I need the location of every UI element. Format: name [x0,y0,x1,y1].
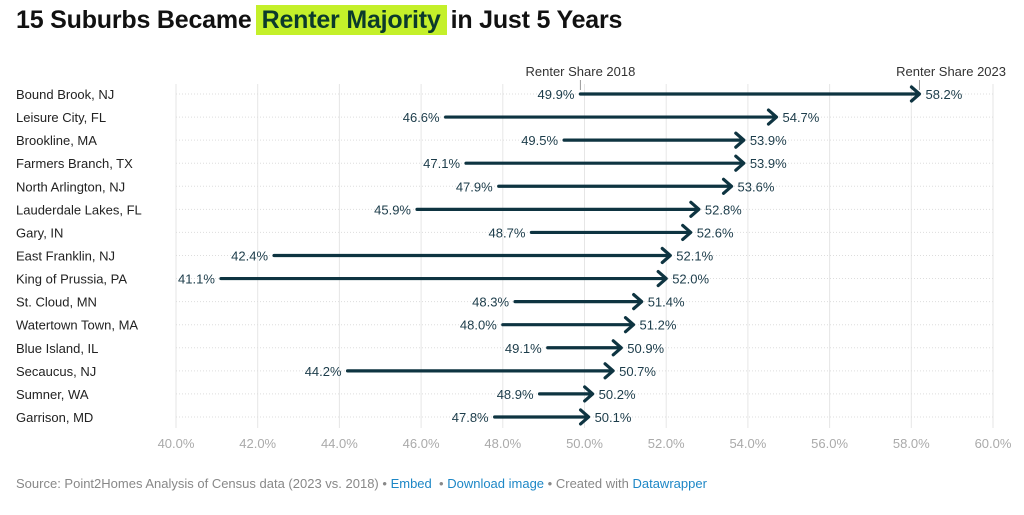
end-value-label: 50.1% [595,410,632,425]
download-image-link[interactable]: Download image [447,476,545,491]
start-value-label: 47.8% [452,410,489,425]
category-label: Brookline, MA [16,133,97,148]
end-value-label: 50.7% [619,364,656,379]
x-tick-label: 42.0% [239,436,276,451]
start-value-label: 46.6% [403,110,440,125]
arrow-head [909,85,922,103]
category-label: Bound Brook, NJ [16,87,114,102]
x-tick-label: 60.0% [975,436,1012,451]
x-tick-label: 50.0% [566,436,603,451]
start-value-label: 48.0% [460,318,497,333]
arrow-chart: 40.0% 42.0% 44.0% 46.0% 48.0% 50.0% 52.0% 54.0%… [16,64,1012,451]
start-value-label: 48.3% [472,295,509,310]
category-label: Gary, IN [16,225,63,240]
separator: • [547,476,553,491]
source-text: Source: Point2Homes Analysis of Census d… [16,476,379,491]
end-value-label: 53.6% [738,179,775,194]
start-value-label: 45.9% [374,202,411,217]
start-value-label: 44.2% [305,364,342,379]
series-label-2018: Renter Share 2018 [525,64,635,79]
end-value-label: 50.2% [599,387,636,402]
separator: • [382,476,387,491]
x-tick-label: 44.0% [321,436,358,451]
arrow-head [721,177,734,195]
title-post: in Just 5 Years [450,6,623,34]
category-label: Lauderdale Lakes, FL [16,202,142,217]
x-tick-label: 48.0% [484,436,521,451]
arrow-head [656,269,668,288]
arrow-head [603,362,615,380]
start-value-label: 49.1% [505,341,542,356]
start-value-label: 42.4% [231,248,268,263]
end-value-label: 52.8% [705,202,742,217]
chart-title: 15 Suburbs Became Renter Majority in Just … [16,5,623,35]
arrow-head [734,154,746,172]
x-tick-label: 54.0% [729,436,766,451]
footer: Source: Point2Homes Analysis of Census d… [16,476,707,491]
start-value-label: 47.9% [456,179,493,194]
start-value-label: 49.5% [521,133,558,148]
category-label: Sumner, WA [16,387,89,402]
category-label: Farmers Branch, TX [16,156,133,171]
arrow-head [611,339,623,357]
category-label: Watertown Town, MA [16,318,138,333]
start-value-label: 47.1% [423,156,460,171]
end-value-label: 51.4% [648,295,685,310]
category-label: East Franklin, NJ [16,248,115,263]
title-pre: 15 Suburbs Became [16,6,252,34]
end-value-label: 58.2% [925,87,962,102]
x-tick-label: 40.0% [158,436,195,451]
category-label: Blue Island, IL [16,341,98,356]
end-value-label: 52.0% [672,272,709,287]
end-value-label: 51.2% [640,318,677,333]
start-value-label: 48.7% [489,225,526,240]
end-value-label: 54.7% [782,110,819,125]
arrow-head [578,408,591,426]
x-tick-label: 52.0% [648,436,685,451]
x-tick-label: 58.0% [893,436,930,451]
start-value-label: 48.9% [497,387,534,402]
end-value-label: 53.9% [750,156,787,171]
category-label: Garrison, MD [16,410,93,425]
separator: • [439,476,444,491]
title-highlight: Renter Majority [255,5,447,35]
category-label: Secaucus, NJ [16,364,96,379]
end-value-label: 53.9% [750,133,787,148]
end-value-label: 50.9% [627,341,664,356]
arrow-head [632,293,644,311]
end-value-label: 52.6% [697,225,734,240]
embed-link[interactable]: Embed [390,476,432,491]
end-value-label: 52.1% [676,248,713,263]
category-label: St. Cloud, MN [16,295,97,310]
created-with-text: Created with [555,476,629,491]
arrow-head [734,131,746,149]
x-tick-label: 56.0% [811,436,848,451]
arrow-head [766,108,779,126]
category-label: North Arlington, NJ [16,179,125,194]
category-label: Leisure City, FL [16,110,106,125]
start-value-label: 49.9% [538,87,575,102]
arrow-head [689,200,701,218]
arrow-head [623,316,636,334]
arrow-head [583,385,595,403]
arrow-head [660,246,672,265]
start-value-label: 41.1% [178,272,215,287]
series-label-2023: Renter Share 2023 [896,64,1006,79]
arrow-head [681,223,693,242]
datawrapper-link[interactable]: Datawrapper [632,476,707,491]
category-label: King of Prussia, PA [16,272,127,287]
x-tick-label: 46.0% [403,436,440,451]
